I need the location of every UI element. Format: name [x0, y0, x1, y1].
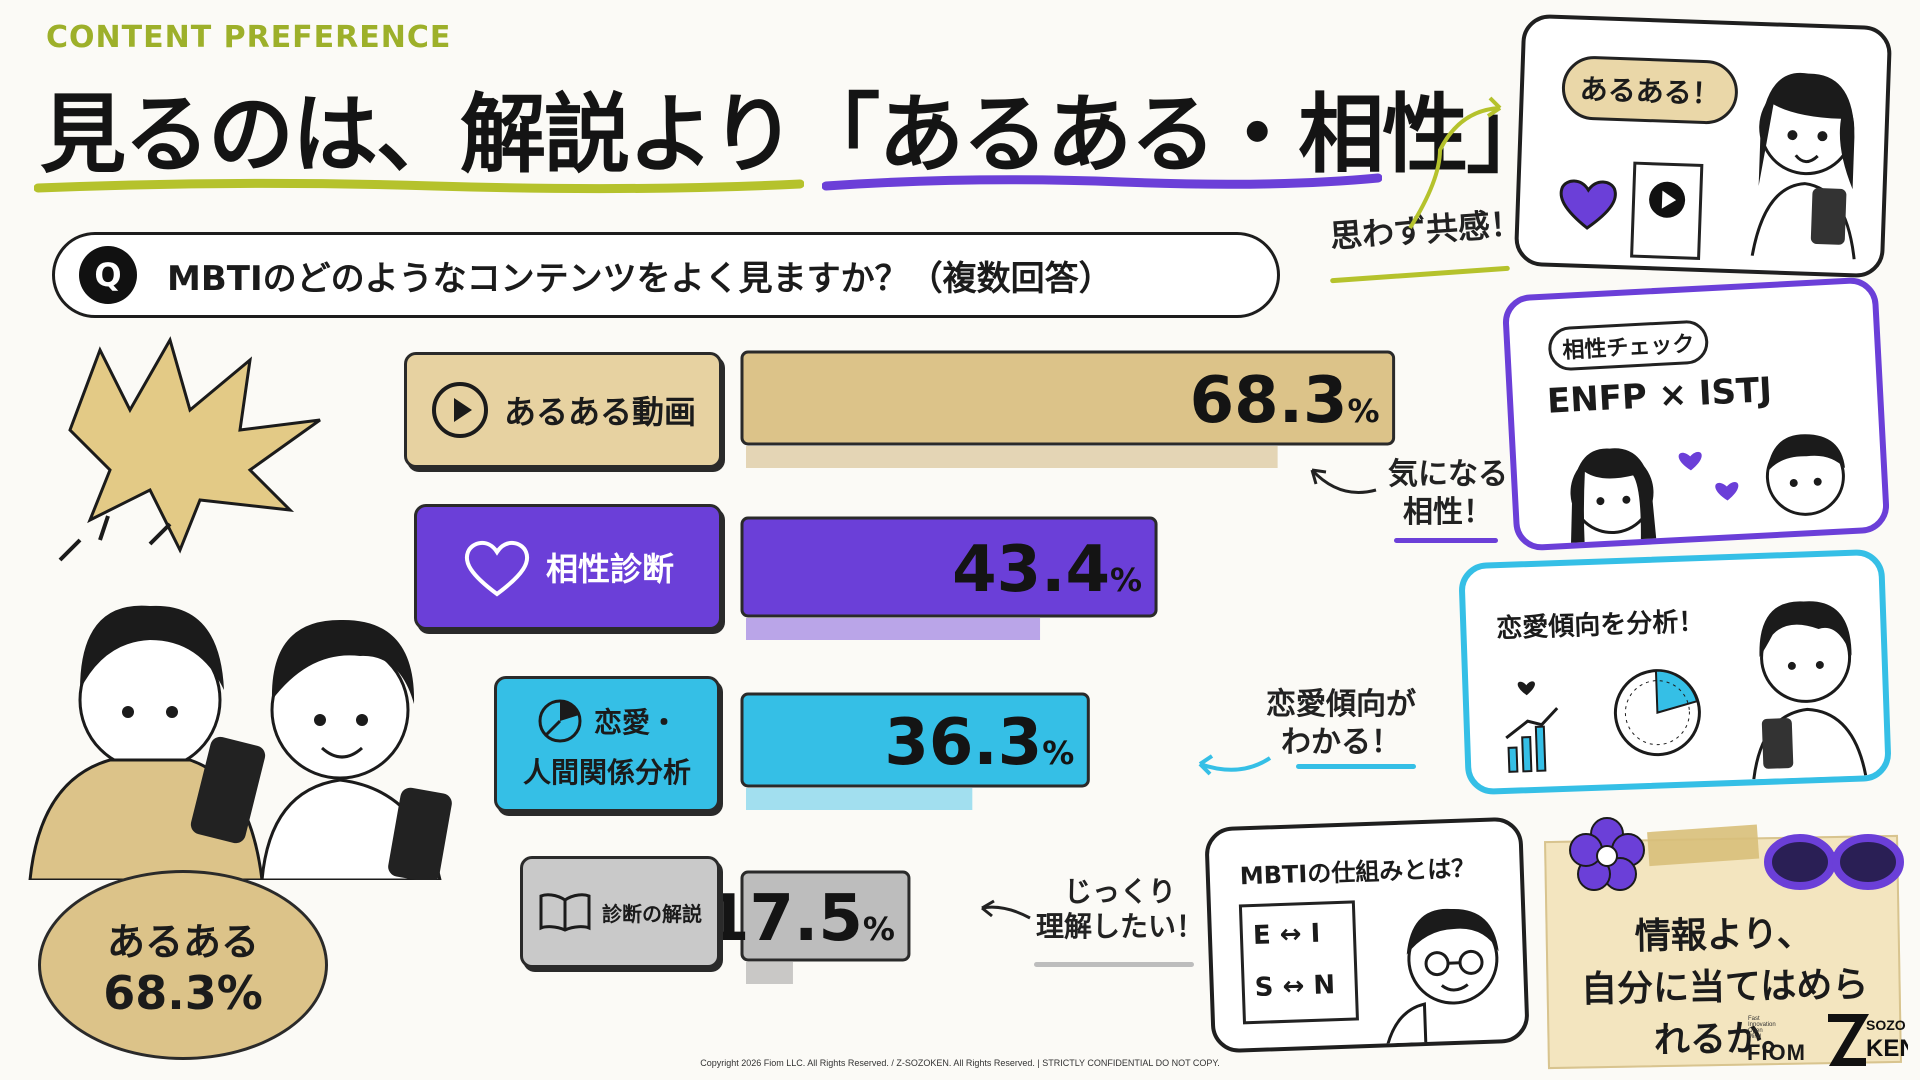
- summary-label: あるある: [106, 919, 259, 964]
- question-banner: Q MBTIのどのようなコンテンツをよく見ますか？（複数回答）: [52, 232, 1280, 318]
- bar-value-label-love-analysis: 36.3%: [884, 706, 1074, 780]
- svg-text:KEN: KEN: [1866, 1035, 1908, 1062]
- play-icon: [1649, 181, 1686, 218]
- bar-shadow-explanation: [746, 962, 793, 984]
- card-mbti-mechanism: MBTIの仕組みとは？ E ↔ I S ↔ N: [1204, 816, 1530, 1054]
- headline-underline-green: [34, 178, 804, 194]
- section-kicker: CONTENT PREFERENCE: [46, 20, 452, 55]
- analysis-graphics: [1505, 669, 1701, 773]
- play-icon: [430, 380, 490, 440]
- mbti-row: S ↔ N: [1254, 970, 1336, 1003]
- category-label-explanation: 診断の解説: [520, 856, 720, 968]
- card-love-analysis: 恋愛傾向を分析！: [1458, 548, 1892, 796]
- note-line: 気になる: [1388, 457, 1508, 492]
- question-text: MBTIのどのようなコンテンツをよく見ますか？（複数回答）: [167, 258, 1113, 299]
- bar-value-label-compatibility: 43.4%: [952, 533, 1142, 607]
- bar-love-analysis: [740, 692, 1090, 788]
- svg-text:SOZO: SOZO: [1866, 1017, 1906, 1033]
- book-icon: [538, 892, 592, 932]
- note-love: 恋愛傾向が わかる！: [1266, 686, 1416, 761]
- note-line: じっくり: [1064, 875, 1177, 908]
- note-line: 相性！: [1403, 494, 1493, 530]
- pie-chart-icon: [536, 697, 584, 745]
- fiom-logo: FIOM: [1747, 1040, 1806, 1065]
- note-underline: [1394, 538, 1498, 543]
- note-compat: 気になる 相性！: [1388, 456, 1508, 531]
- category-text: 人間関係分析: [522, 756, 691, 789]
- mbti-table: E ↔ I S ↔ N: [1238, 900, 1359, 1025]
- tagline-line: Fast: [1748, 1016, 1760, 1022]
- heart-icon: [1559, 179, 1617, 230]
- speech-bubble: あるある！: [1560, 55, 1739, 126]
- copyright-text: Copyright 2026 Fiom LLC. All Rights Rese…: [700, 1058, 1220, 1068]
- note-underline: [1034, 962, 1194, 967]
- summary-badge: あるある 68.3%: [38, 870, 328, 1060]
- bar-shadow-compatibility: [746, 618, 1041, 640]
- sozoken-logo: SOZO KEN: [1828, 1014, 1908, 1066]
- tagline-line: Innovation: [1748, 1022, 1776, 1028]
- mbti-title: MBTIの仕組みとは？: [1239, 854, 1476, 891]
- bar-value-label-explanation: 17.5%: [705, 882, 895, 956]
- character-illustration: [1570, 434, 1846, 549]
- bar-value-label-aruaru: 68.3%: [1190, 364, 1380, 438]
- question-badge: Q: [79, 246, 137, 304]
- category-text: 相性診断: [545, 550, 674, 588]
- bar-compatibility: [740, 516, 1158, 618]
- category-text: 診断の解説: [602, 901, 702, 926]
- category-label-compatibility: 相性診断: [414, 504, 722, 630]
- category-text: 恋愛・: [593, 706, 678, 739]
- card-aruaru: あるある！: [1513, 13, 1893, 279]
- bar-aruaru: [740, 350, 1396, 446]
- note-line: 理解したい！: [1036, 910, 1205, 943]
- note-line: 恋愛傾向が: [1266, 687, 1416, 722]
- sunglasses-icon: [1764, 834, 1904, 890]
- mbti-row: E ↔ I: [1252, 918, 1321, 951]
- category-text: あるある動画: [503, 393, 696, 431]
- card-compatibility: 相性チェック ENFP × ISTJ: [1501, 276, 1891, 552]
- memo-line: 情報より、: [1634, 913, 1813, 958]
- heart-icon: [462, 536, 532, 598]
- bar-shadow-love-analysis: [746, 788, 973, 810]
- category-label-aruaru: あるある動画: [404, 352, 722, 468]
- character-illustration: [1384, 909, 1499, 1052]
- summary-value: 68.3%: [103, 965, 263, 1020]
- video-card: [1630, 161, 1704, 260]
- compat-chip: 相性チェック: [1547, 319, 1710, 372]
- tape: [1647, 824, 1760, 867]
- character-illustration: [1750, 72, 1856, 260]
- category-label-love-analysis: 恋愛・ 人間関係分析: [494, 676, 720, 812]
- fiom-tagline: Fast Innovation Open Mind: [1748, 1016, 1776, 1040]
- characters-illustration: [28, 336, 452, 880]
- page-title: 見るのは、解説より「あるある・相性」: [40, 85, 1552, 185]
- note-explain: じっくり 理解したい！: [1036, 874, 1204, 944]
- bar-explanation: [740, 870, 911, 962]
- note-underline: [1296, 764, 1416, 769]
- note-line: わかる！: [1281, 724, 1401, 760]
- love-title: 恋愛傾向を分析！: [1495, 606, 1705, 645]
- tagline-line: Mind: [1748, 1034, 1762, 1040]
- tagline-line: Open: [1748, 1028, 1763, 1034]
- character-illustration: [1752, 601, 1868, 780]
- bar-shadow-aruaru: [746, 446, 1278, 468]
- headline-underline-purple: [822, 173, 1382, 191]
- flower-icon: [1569, 817, 1645, 891]
